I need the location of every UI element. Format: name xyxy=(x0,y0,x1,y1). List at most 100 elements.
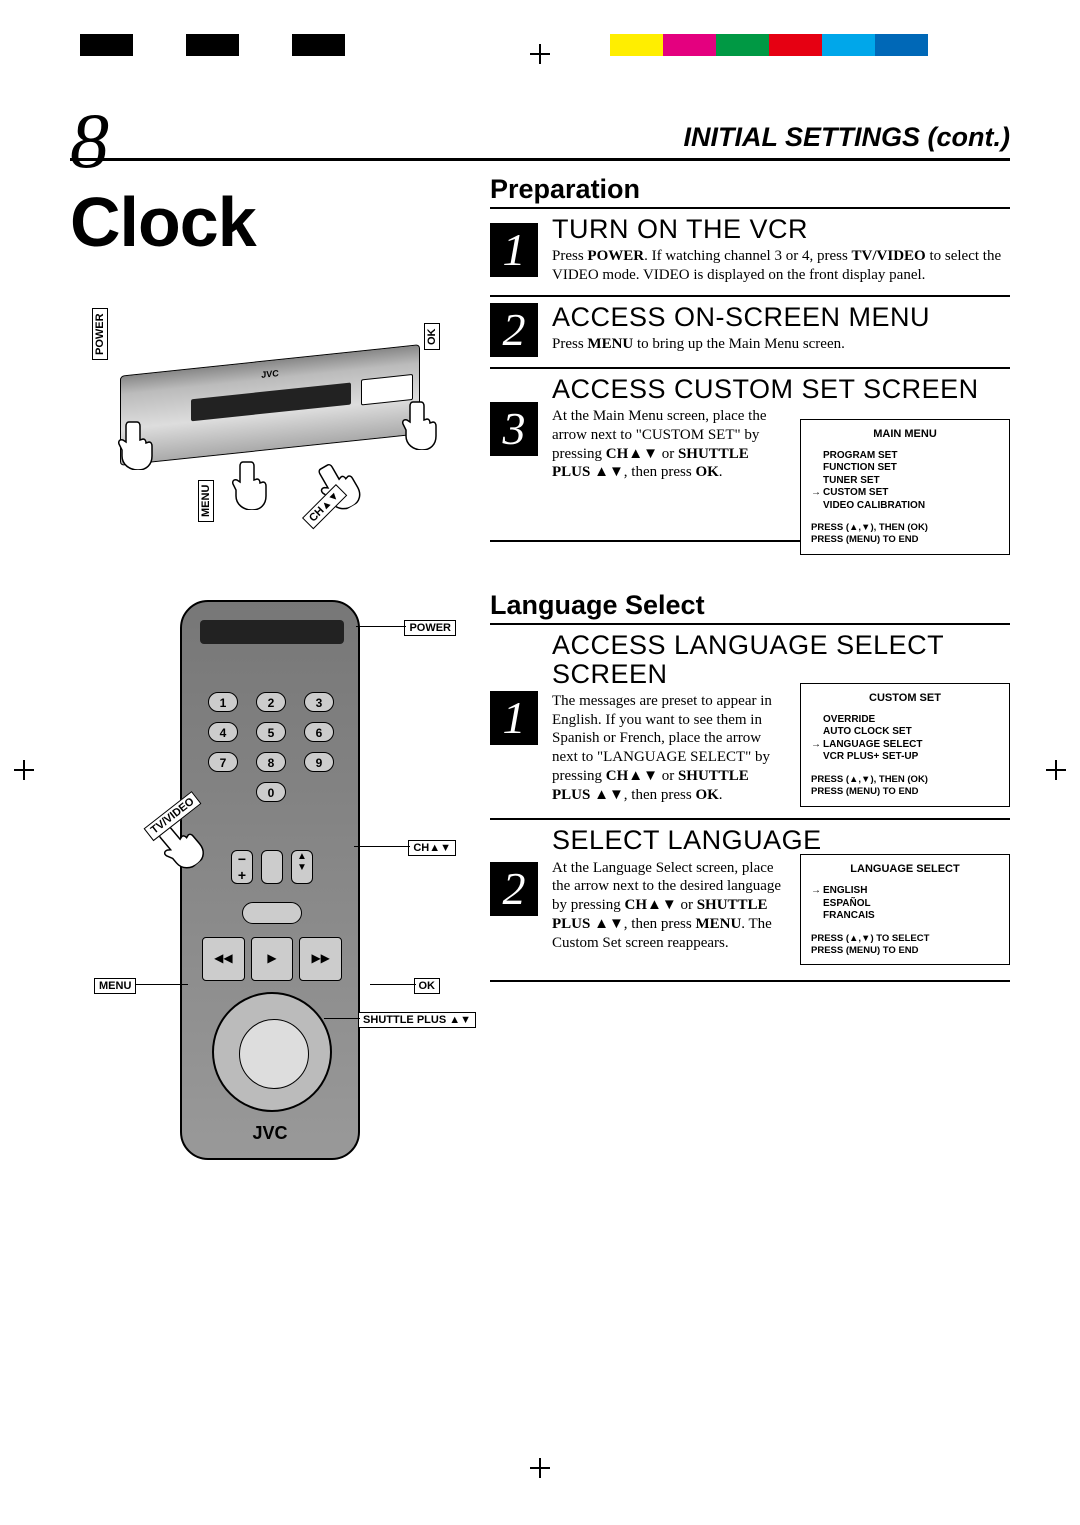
vcr-callout-ok: OK xyxy=(424,324,440,351)
osd-list: OVERRIDE AUTO CLOCK SET LANGUAGE SELECT … xyxy=(811,714,999,764)
instructions-column: Preparation 1 TURN ON THE VCR Press POWE… xyxy=(490,174,1010,982)
step-title: ACCESS CUSTOM SET SCREEN xyxy=(552,375,1010,403)
reg-swatch xyxy=(875,34,928,56)
osd-custom-set: CUSTOM SET OVERRIDE AUTO CLOCK SET LANGU… xyxy=(800,683,1010,807)
remote-body: 1 2 3 4 5 6 7 8 9 0 −+ ▲▼ ◀◀ ▶ ▶▶ xyxy=(180,600,360,1160)
osd-main-menu: MAIN MENU PROGRAM SET FUNCTION SET TUNER… xyxy=(800,419,1010,555)
step-number: 1 xyxy=(490,223,538,277)
reg-swatch xyxy=(769,34,822,56)
step-text: At the Language Select screen, place the… xyxy=(552,859,782,953)
step-text: Press MENU to bring up the Main Menu scr… xyxy=(552,335,1010,354)
vcr-brand-label: JVC xyxy=(261,368,279,380)
remote-callout-shuttle: SHUTTLE PLUS ▲▼ xyxy=(358,1012,476,1028)
osd-item: PROGRAM SET xyxy=(823,450,999,463)
osd-item: ESPAÑOL xyxy=(823,898,999,911)
header-title: INITIAL SETTINGS (cont.) xyxy=(684,122,1011,153)
numpad-key: 3 xyxy=(304,692,334,712)
vcr-callout-menu: MENU xyxy=(198,480,214,522)
reg-swatch xyxy=(186,34,239,56)
numpad-key: 4 xyxy=(208,722,238,742)
reg-swatch xyxy=(133,34,186,56)
osd-item: VCR PLUS+ SET-UP xyxy=(823,751,999,764)
osd-item: TUNER SET xyxy=(823,475,999,488)
osd-item-selected: CUSTOM SET xyxy=(823,487,999,500)
step-title: SELECT LANGUAGE xyxy=(552,826,1010,854)
prep-step-3: 3 ACCESS CUSTOM SET SCREEN At the Main M… xyxy=(490,367,1010,492)
step-text: At the Main Menu screen, place the arrow… xyxy=(552,407,782,482)
numpad-key: 5 xyxy=(256,722,286,742)
osd-item-selected: LANGUAGE SELECT xyxy=(823,739,999,752)
crop-mark-left xyxy=(14,760,34,780)
remote-brand-label: JVC xyxy=(182,1123,358,1144)
numpad-key: 6 xyxy=(304,722,334,742)
section-heading-preparation: Preparation xyxy=(490,174,1010,205)
numpad-key: 0 xyxy=(256,782,286,802)
step-text: Press POWER. If watching channel 3 or 4,… xyxy=(552,247,1010,285)
reg-swatch xyxy=(239,34,292,56)
topic-title: Clock xyxy=(70,182,256,262)
osd-title: LANGUAGE SELECT xyxy=(811,863,999,877)
remote-illustration: 1 2 3 4 5 6 7 8 9 0 −+ ▲▼ ◀◀ ▶ ▶▶ xyxy=(100,590,460,1170)
reg-swatch xyxy=(716,34,769,56)
osd-item: FUNCTION SET xyxy=(823,462,999,475)
remote-callout-power: POWER xyxy=(404,620,456,636)
hand-pointer-icon xyxy=(230,460,272,510)
step-number: 3 xyxy=(490,402,538,456)
remote-jog-dial xyxy=(212,992,332,1112)
registration-bars-right xyxy=(610,34,928,56)
remote-callout-ch: CH▲▼ xyxy=(408,840,456,856)
reg-swatch xyxy=(822,34,875,56)
vcr-illustration: JVC POWER OK MENU CH▲▼ xyxy=(80,300,460,530)
step-number: 2 xyxy=(490,303,538,357)
osd-title: CUSTOM SET xyxy=(811,692,999,706)
osd-item: OVERRIDE xyxy=(823,714,999,727)
osd-item-selected: ENGLISH xyxy=(823,885,999,898)
remote-lcd xyxy=(200,620,344,644)
hand-pointer-icon xyxy=(116,420,158,470)
numpad-key: 2 xyxy=(256,692,286,712)
remote-callout-menu: MENU xyxy=(94,978,136,994)
step-title: ACCESS LANGUAGE SELECT SCREEN xyxy=(552,631,1010,688)
vcr-callout-power: POWER xyxy=(92,308,108,360)
step-text: The messages are preset to appear in Eng… xyxy=(552,692,782,805)
crop-mark-top xyxy=(530,44,550,64)
numpad-key: 9 xyxy=(304,752,334,772)
section-heading-language: Language Select xyxy=(490,590,1010,621)
lang-step-1: 1 ACCESS LANGUAGE SELECT SCREEN The mess… xyxy=(490,623,1010,814)
osd-item: FRANCAIS xyxy=(823,910,999,923)
osd-list: PROGRAM SET FUNCTION SET TUNER SET CUSTO… xyxy=(811,450,999,513)
osd-language-select: LANGUAGE SELECT ENGLISH ESPAÑOL FRANCAIS… xyxy=(800,854,1010,965)
reg-swatch xyxy=(663,34,716,56)
vcr-tape-slot xyxy=(191,382,351,421)
osd-title: MAIN MENU xyxy=(811,428,999,442)
reg-swatch xyxy=(80,34,133,56)
crop-mark-right xyxy=(1046,760,1066,780)
remote-callout-ok: OK xyxy=(414,978,441,994)
numpad-key: 8 xyxy=(256,752,286,772)
step-number: 1 xyxy=(490,691,538,745)
osd-footer: PRESS (▲,▼), THEN (OK) PRESS (MENU) TO E… xyxy=(811,522,999,546)
numpad-key: 7 xyxy=(208,752,238,772)
osd-footer: PRESS (▲,▼) TO SELECT PRESS (MENU) TO EN… xyxy=(811,933,999,957)
osd-item: AUTO CLOCK SET xyxy=(823,726,999,739)
osd-item: VIDEO CALIBRATION xyxy=(823,500,999,513)
prep-step-2: 2 ACCESS ON-SCREEN MENU Press MENU to br… xyxy=(490,295,1010,367)
prep-step-1: 1 TURN ON THE VCR Press POWER. If watchi… xyxy=(490,207,1010,295)
step-title: TURN ON THE VCR xyxy=(552,215,1010,243)
step-number: 2 xyxy=(490,862,538,916)
osd-footer: PRESS (▲,▼), THEN (OK) PRESS (MENU) TO E… xyxy=(811,774,999,798)
page-number: 8 xyxy=(70,96,109,186)
vcr-body: JVC xyxy=(120,344,420,466)
hand-pointer-icon xyxy=(400,400,442,450)
crop-mark-bottom xyxy=(530,1458,550,1478)
lang-step-2: 2 SELECT LANGUAGE At the Language Select… xyxy=(490,818,1010,962)
reg-swatch xyxy=(610,34,663,56)
page-content: 8 INITIAL SETTINGS (cont.) Clock JVC POW… xyxy=(70,100,1010,1425)
remote-numpad: 1 2 3 4 5 6 7 8 9 0 xyxy=(208,692,336,802)
header-rule xyxy=(70,158,1010,161)
reg-swatch xyxy=(292,34,345,56)
numpad-key: 1 xyxy=(208,692,238,712)
osd-list: ENGLISH ESPAÑOL FRANCAIS xyxy=(811,885,999,923)
step-title: ACCESS ON-SCREEN MENU xyxy=(552,303,1010,331)
registration-bars-left xyxy=(80,34,345,56)
